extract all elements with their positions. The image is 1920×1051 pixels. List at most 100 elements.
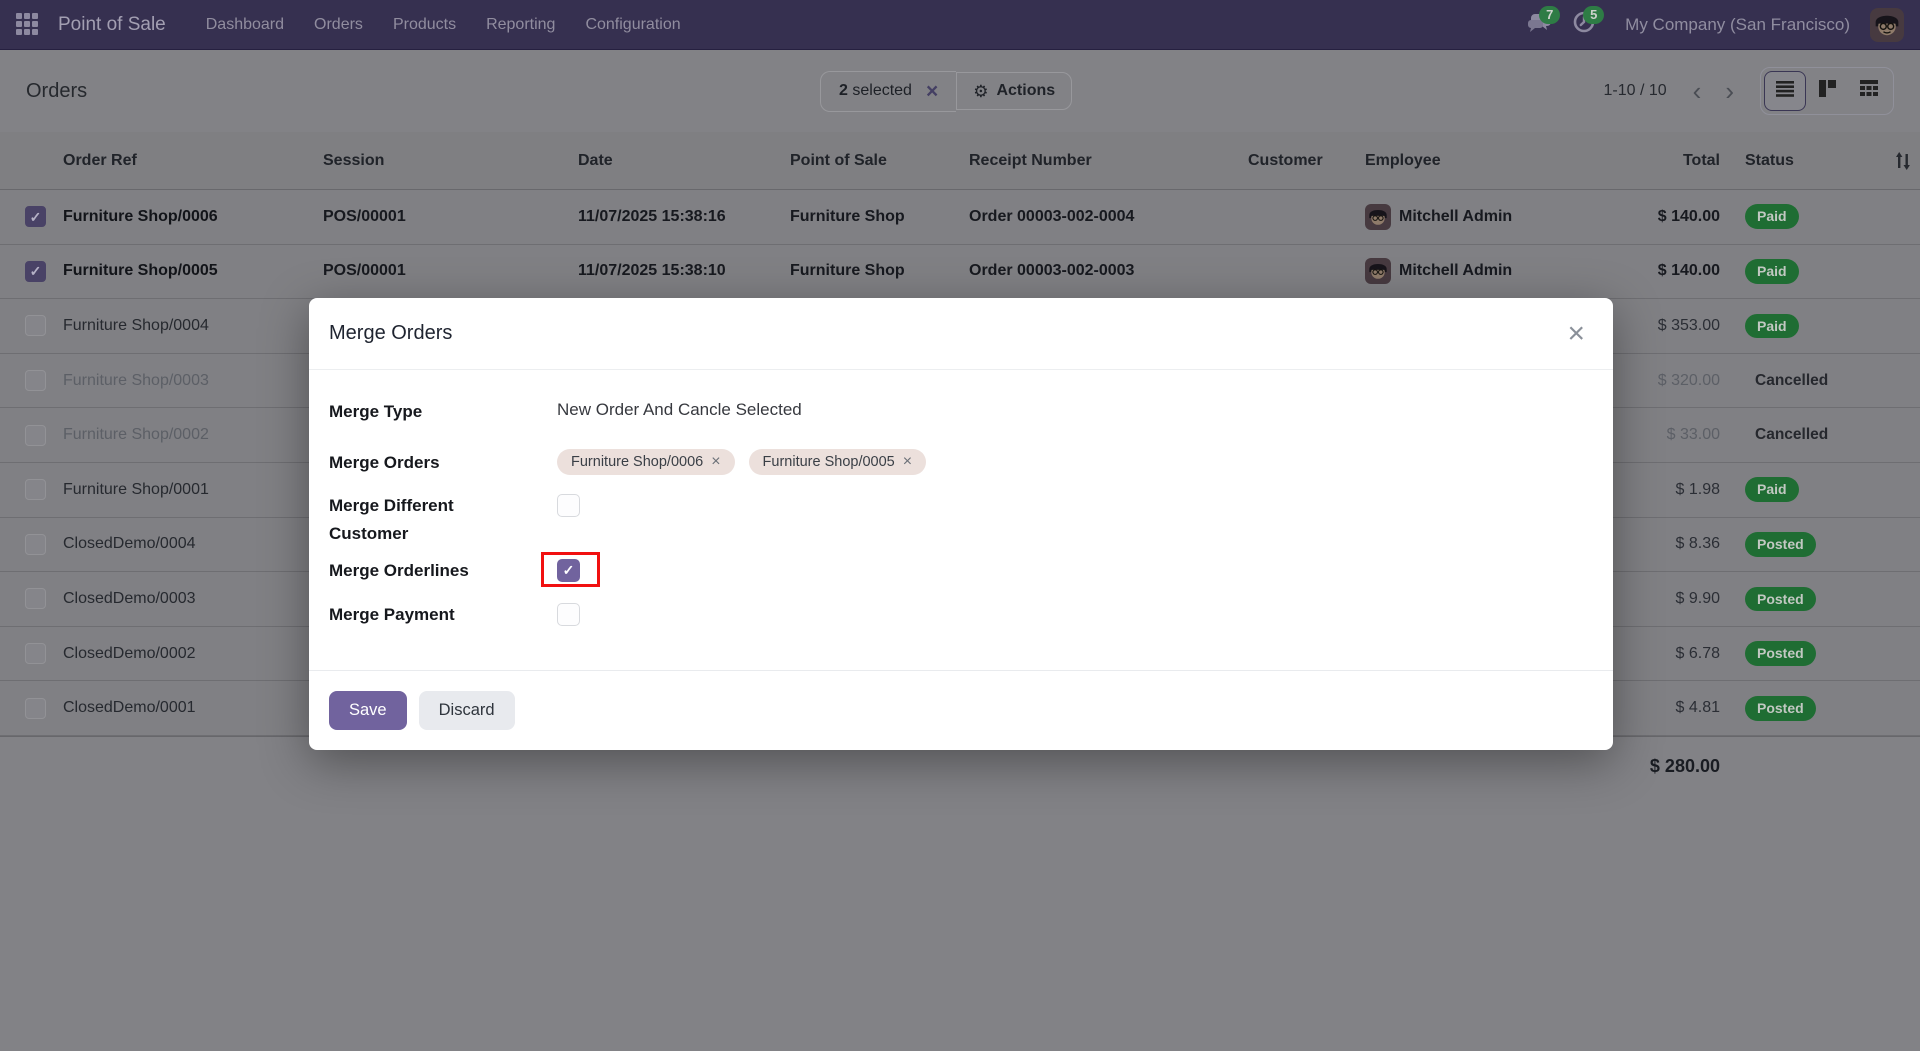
cell-total: $ 353.00 — [1657, 316, 1720, 334]
row-checkbox[interactable] — [25, 588, 46, 610]
order-tag: Furniture Shop/0006 × — [557, 449, 735, 476]
status-badge: Posted — [1745, 586, 1816, 612]
cell-order-ref: Furniture Shop/0005 — [63, 262, 218, 280]
nav-item-reporting[interactable]: Reporting — [486, 15, 556, 33]
merge-orders-label: Merge Orders — [329, 453, 440, 473]
remove-tag-icon[interactable]: × — [711, 453, 721, 471]
table-row[interactable]: ✓ Furniture Shop/0005 POS/00001 11/07/20… — [0, 244, 1920, 300]
column-point-of-sale[interactable]: Point of Sale — [790, 151, 887, 169]
order-tag-label: Furniture Shop/0006 — [571, 454, 704, 471]
nav-item-products[interactable]: Products — [392, 15, 457, 33]
messages-button[interactable]: 7 — [1523, 5, 1561, 42]
cell-total: $ 1.98 — [1675, 480, 1720, 498]
actions-button[interactable]: ⚙ Actions — [956, 72, 1073, 110]
actions-label: Actions — [996, 82, 1056, 99]
employee-name: Mitchell Admin — [1399, 207, 1513, 225]
discard-button[interactable]: Discard — [418, 691, 515, 730]
cell-order-ref: Furniture Shop/0003 — [63, 371, 209, 389]
dialog-close-icon[interactable]: × — [1567, 316, 1585, 350]
employee-avatar — [1365, 258, 1391, 285]
row-checkbox[interactable] — [25, 643, 46, 665]
selected-count: 2 — [839, 82, 848, 99]
cell-total: $ 140.00 — [1657, 262, 1720, 280]
nav-item-orders[interactable]: Orders — [314, 15, 363, 33]
selected-word: selected — [852, 82, 912, 99]
pivot-view-button[interactable] — [1848, 71, 1890, 111]
cell-total: $ 6.78 — [1675, 644, 1720, 662]
user-avatar[interactable] — [1870, 7, 1904, 42]
employee-avatar — [1365, 203, 1391, 230]
activities-button[interactable]: 5 — [1567, 5, 1605, 42]
cell-date: 11/07/2025 15:38:16 — [578, 207, 726, 225]
table-row[interactable]: ✓ Furniture Shop/0006 POS/00001 11/07/20… — [0, 190, 1920, 245]
row-checkbox[interactable] — [25, 370, 46, 392]
cell-status: Paid — [1722, 477, 1885, 503]
row-checkbox[interactable] — [25, 533, 46, 555]
employee-name: Mitchell Admin — [1399, 262, 1513, 280]
order-tag-label: Furniture Shop/0005 — [762, 454, 895, 471]
row-checkbox[interactable]: ✓ — [25, 260, 46, 282]
cell-order-ref: ClosedDemo/0002 — [63, 644, 196, 662]
row-checkbox[interactable] — [25, 424, 46, 446]
merge-different-customer-label: Merge Different Customer — [329, 496, 454, 543]
cell-total: $ 320.00 — [1657, 371, 1720, 389]
status-badge: Paid — [1745, 313, 1799, 339]
list-view-icon — [1776, 80, 1794, 102]
navbar-right: 7 5 My Company (San Francisco) — [1523, 5, 1904, 42]
status-badge: Cancelled — [1755, 371, 1829, 389]
app-brand[interactable]: Point of Sale — [58, 13, 166, 35]
list-view-button[interactable] — [1764, 71, 1806, 111]
row-checkbox[interactable] — [25, 697, 46, 719]
cell-total: $ 8.36 — [1675, 535, 1720, 553]
adjust-columns-icon[interactable] — [1885, 151, 1920, 170]
apps-grid-icon[interactable] — [16, 12, 40, 37]
merge-different-customer-checkbox[interactable] — [557, 494, 580, 518]
pager-next-icon[interactable]: › — [1725, 76, 1734, 106]
cell-receipt-number: Order 00003-002-0003 — [969, 262, 1135, 280]
column-status[interactable]: Status — [1745, 151, 1794, 169]
footer-total: $ 280.00 — [1649, 755, 1720, 776]
column-order-ref[interactable]: Order Ref — [63, 151, 137, 169]
column-session[interactable]: Session — [323, 151, 385, 169]
merge-type-label: Merge Type — [329, 402, 423, 421]
pager-value[interactable]: 1-10 / 10 — [1603, 82, 1667, 99]
nav-item-configuration[interactable]: Configuration — [585, 15, 681, 33]
table-header: Order Ref Session Date Point of Sale Rec… — [0, 132, 1920, 190]
cell-employee: Mitchell Admin — [1319, 258, 1605, 285]
cell-status: Posted — [1722, 531, 1885, 557]
kanban-view-icon — [1818, 80, 1836, 102]
merge-orderlines-checkbox[interactable]: ✓ — [557, 558, 580, 582]
merge-payment-checkbox[interactable] — [557, 602, 580, 626]
company-name[interactable]: My Company (San Francisco) — [1625, 14, 1850, 34]
remove-tag-icon[interactable]: × — [902, 453, 913, 471]
merge-orders-tags: Furniture Shop/0006 × Furniture Shop/0005… — [557, 449, 927, 476]
row-checkbox[interactable] — [25, 315, 46, 337]
column-receipt-number[interactable]: Receipt Number — [969, 151, 1092, 169]
merge-type-value[interactable]: New Order And Cancle Selected — [557, 400, 802, 419]
column-date[interactable]: Date — [578, 151, 613, 169]
status-badge: Paid — [1745, 477, 1799, 503]
selection-box: 2 selected × — [820, 70, 957, 112]
clear-selection-icon[interactable]: × — [925, 79, 939, 103]
cell-point-of-sale: Furniture Shop — [790, 262, 905, 280]
merge-orderlines-label: Merge Orderlines — [329, 560, 469, 580]
row-checkbox[interactable]: ✓ — [25, 206, 46, 228]
cell-order-ref: Furniture Shop/0006 — [63, 207, 218, 225]
pager-previous-icon[interactable]: ‹ — [1692, 76, 1702, 106]
save-button[interactable]: Save — [329, 691, 407, 730]
navbar: Point of Sale Dashboard Orders Products … — [0, 0, 1920, 50]
nav-item-dashboard[interactable]: Dashboard — [205, 15, 285, 33]
cell-status: Cancelled — [1722, 422, 1885, 448]
column-employee[interactable]: Employee — [1365, 151, 1441, 169]
row-checkbox[interactable] — [25, 479, 46, 501]
cell-employee: Mitchell Admin — [1319, 203, 1605, 230]
check-icon: ✓ — [29, 263, 42, 280]
status-badge: Posted — [1745, 641, 1816, 666]
cell-total: $ 140.00 — [1657, 207, 1720, 225]
cell-order-ref: Furniture Shop/0004 — [63, 316, 209, 334]
status-badge: Posted — [1745, 531, 1816, 557]
column-customer[interactable]: Customer — [1248, 151, 1323, 169]
kanban-view-button[interactable] — [1806, 71, 1848, 111]
column-total[interactable]: Total — [1682, 151, 1720, 169]
